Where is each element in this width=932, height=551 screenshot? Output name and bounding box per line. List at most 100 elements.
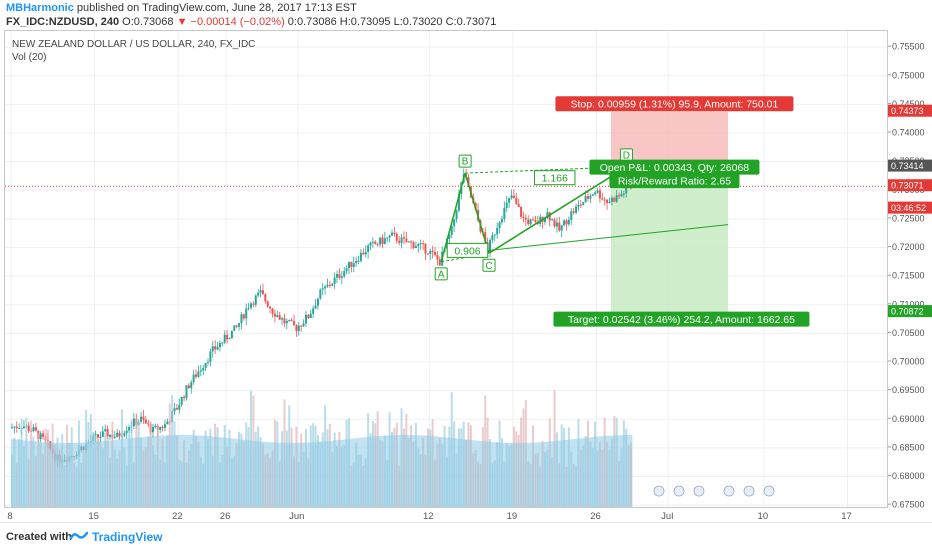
candle-body: [527, 219, 530, 225]
target-label-group: Target: 0.02542 (3.46%) 254.2, Amount: 1…: [553, 311, 810, 327]
time-axis-canvas[interactable]: 8 15 22 26 Jun 12 19 26 Jul 10 17: [4, 508, 888, 522]
candle-body: [226, 334, 229, 340]
candle-body: [422, 243, 425, 245]
candle-body: [367, 245, 370, 252]
chart-pane[interactable]: A B C D 0.906 1.166 Stop: 0.00959 (1.31%) 95.9…: [4, 30, 888, 508]
candle-body: [159, 426, 162, 430]
rr-label: Risk/Reward Ratio: 2.65: [618, 176, 731, 188]
candle-body: [147, 423, 150, 425]
time-tick-label: 26: [590, 511, 601, 522]
candle-body: [522, 216, 525, 218]
candle-body: [271, 308, 274, 314]
candle-body: [261, 290, 264, 295]
candle-body: [364, 251, 367, 255]
chart-legend: NEW ZEALAND DOLLAR / US DOLLAR, 240, FX_…: [12, 38, 255, 64]
candle-body: [615, 195, 618, 202]
candle-body: [331, 283, 334, 286]
candle-body: [264, 294, 267, 302]
price-label: 0.73414: [891, 161, 924, 171]
candle-body: [209, 351, 212, 362]
tradingview-brand[interactable]: TradingView: [92, 530, 163, 544]
candle-body: [431, 250, 434, 253]
candle-body: [362, 252, 365, 255]
candle-body: [455, 210, 458, 220]
candle-body: [295, 325, 298, 332]
candle-body: [326, 284, 329, 287]
candle-body: [238, 323, 241, 327]
author-name[interactable]: MBHarmonic: [6, 2, 74, 14]
time-tick-label: 10: [758, 511, 769, 522]
candle-body: [496, 227, 499, 235]
candle-body: [116, 432, 119, 437]
candle-body: [140, 416, 143, 422]
candle-body: [603, 199, 606, 201]
candle-body: [606, 199, 609, 203]
candle-body: [276, 315, 279, 317]
candle-body: [596, 190, 599, 193]
candle-body: [233, 325, 236, 331]
candle-body: [369, 242, 372, 246]
candle-body: [625, 186, 628, 194]
candle-body: [560, 225, 563, 231]
candle-body: [601, 198, 604, 200]
candle-body: [489, 239, 491, 253]
time-tick-label: Jul: [661, 511, 673, 522]
harmonic-pattern: A B C D 0.906 1.166: [434, 148, 633, 281]
candle-body: [247, 307, 250, 309]
candle-body: [340, 276, 343, 278]
time-axis[interactable]: 8 15 22 26 Jun 12 19 26 Jul 10 17: [4, 508, 888, 522]
candle-body: [426, 253, 429, 255]
candle-body: [304, 314, 307, 324]
candle-body: [228, 338, 231, 340]
price-tick-label: 0.70000: [892, 357, 925, 367]
candle-body: [515, 198, 518, 204]
symbol-label: FX_IDC:NZDUSD, 240: [6, 16, 120, 28]
candle-body: [484, 232, 487, 243]
candle-body: [307, 314, 310, 319]
candle-body: [613, 197, 616, 202]
candle-body: [218, 342, 221, 348]
candle-body: [166, 421, 169, 425]
candle-body: [204, 362, 207, 368]
candle-body: [283, 318, 286, 324]
candle-body: [240, 314, 243, 324]
symbol-line: FX_IDC:NZDUSD, 240 O:0.73068 ▼ −0.00014 …: [6, 16, 496, 28]
candle-body: [333, 277, 336, 284]
price-axis-canvas[interactable]: 0.755000.750000.745000.740000.735000.730…: [888, 30, 932, 510]
event-flag-icon: [723, 485, 735, 497]
candle-body: [622, 193, 625, 195]
price-tick-label: 0.71000: [892, 299, 925, 309]
pnl-label-box: [589, 159, 760, 175]
candle-body: [405, 238, 408, 243]
chart-canvas[interactable]: A B C D 0.906 1.166 Stop: 0.00959 (1.31%) 95.9…: [5, 31, 887, 507]
candle-body: [532, 219, 535, 221]
price-axis[interactable]: 0.755000.750000.745000.740000.735000.730…: [888, 30, 932, 510]
candle-body: [195, 374, 198, 377]
candle-body: [500, 218, 503, 223]
change-value: −0.00014 (−0.02%): [190, 16, 285, 28]
candle-body: [529, 219, 532, 225]
candle-body: [424, 243, 427, 254]
candle-body: [343, 271, 346, 277]
candle-body: [386, 237, 389, 239]
price-tick-label: 0.72500: [892, 213, 925, 223]
candle-body: [572, 211, 575, 213]
price-label: 03:46:52: [891, 203, 926, 213]
candle-body: [32, 427, 35, 431]
pnl-label-group: Open P&L: 0.00343, Qty: 26068: [589, 159, 760, 175]
candle-body: [154, 426, 157, 428]
time-tick-label: 19: [507, 511, 518, 522]
candle-body: [508, 197, 511, 203]
volume-indicator-label[interactable]: Vol (20): [12, 52, 47, 63]
price-tick-label: 0.68500: [892, 442, 925, 452]
candle-body: [520, 207, 523, 217]
price-tick-label: 0.67500: [892, 500, 925, 508]
candle-body: [503, 207, 506, 219]
candle-body: [22, 426, 25, 428]
candle-body: [108, 434, 111, 437]
price-label-box: [888, 201, 932, 214]
tradingview-logo-icon: [70, 531, 88, 540]
candle-body: [185, 385, 188, 399]
candle-body: [221, 342, 224, 344]
candle-body: [216, 347, 219, 350]
